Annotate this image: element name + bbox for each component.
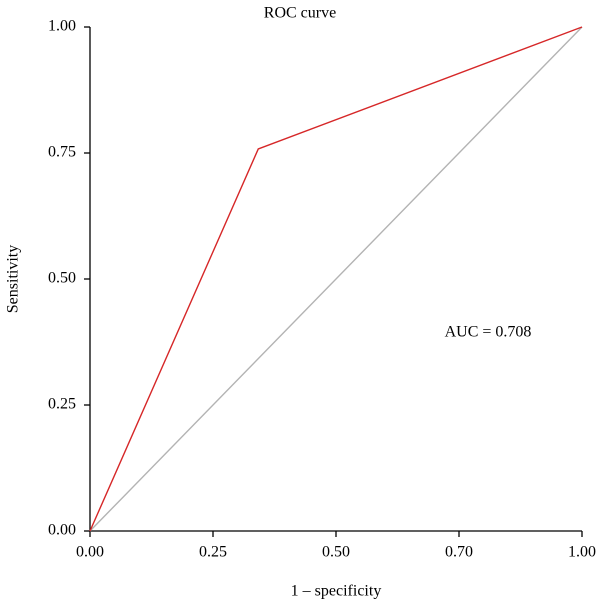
y-tick-label: 1.00 (48, 18, 76, 35)
y-tick-label: 0.25 (48, 396, 76, 413)
x-tick-label: 1.00 (568, 544, 596, 561)
x-axis-label: 1 – specificity (291, 583, 382, 600)
line (89, 26, 583, 532)
x-tick-label: 0.70 (445, 544, 473, 561)
chart-title: ROC curve (264, 5, 336, 22)
x-tick-label: 0.50 (322, 544, 350, 561)
y-tick-label: 0.50 (48, 270, 76, 287)
x-tick-label: 0.25 (199, 544, 227, 561)
line (89, 26, 583, 532)
x-tick-label: 0.00 (76, 544, 104, 561)
y-axis-label: Sensitivity (5, 245, 22, 313)
annotation: AUC = 0.708 (445, 324, 532, 341)
y-tick-label: 0.00 (48, 522, 76, 539)
y-tick-label: 0.75 (48, 144, 76, 161)
